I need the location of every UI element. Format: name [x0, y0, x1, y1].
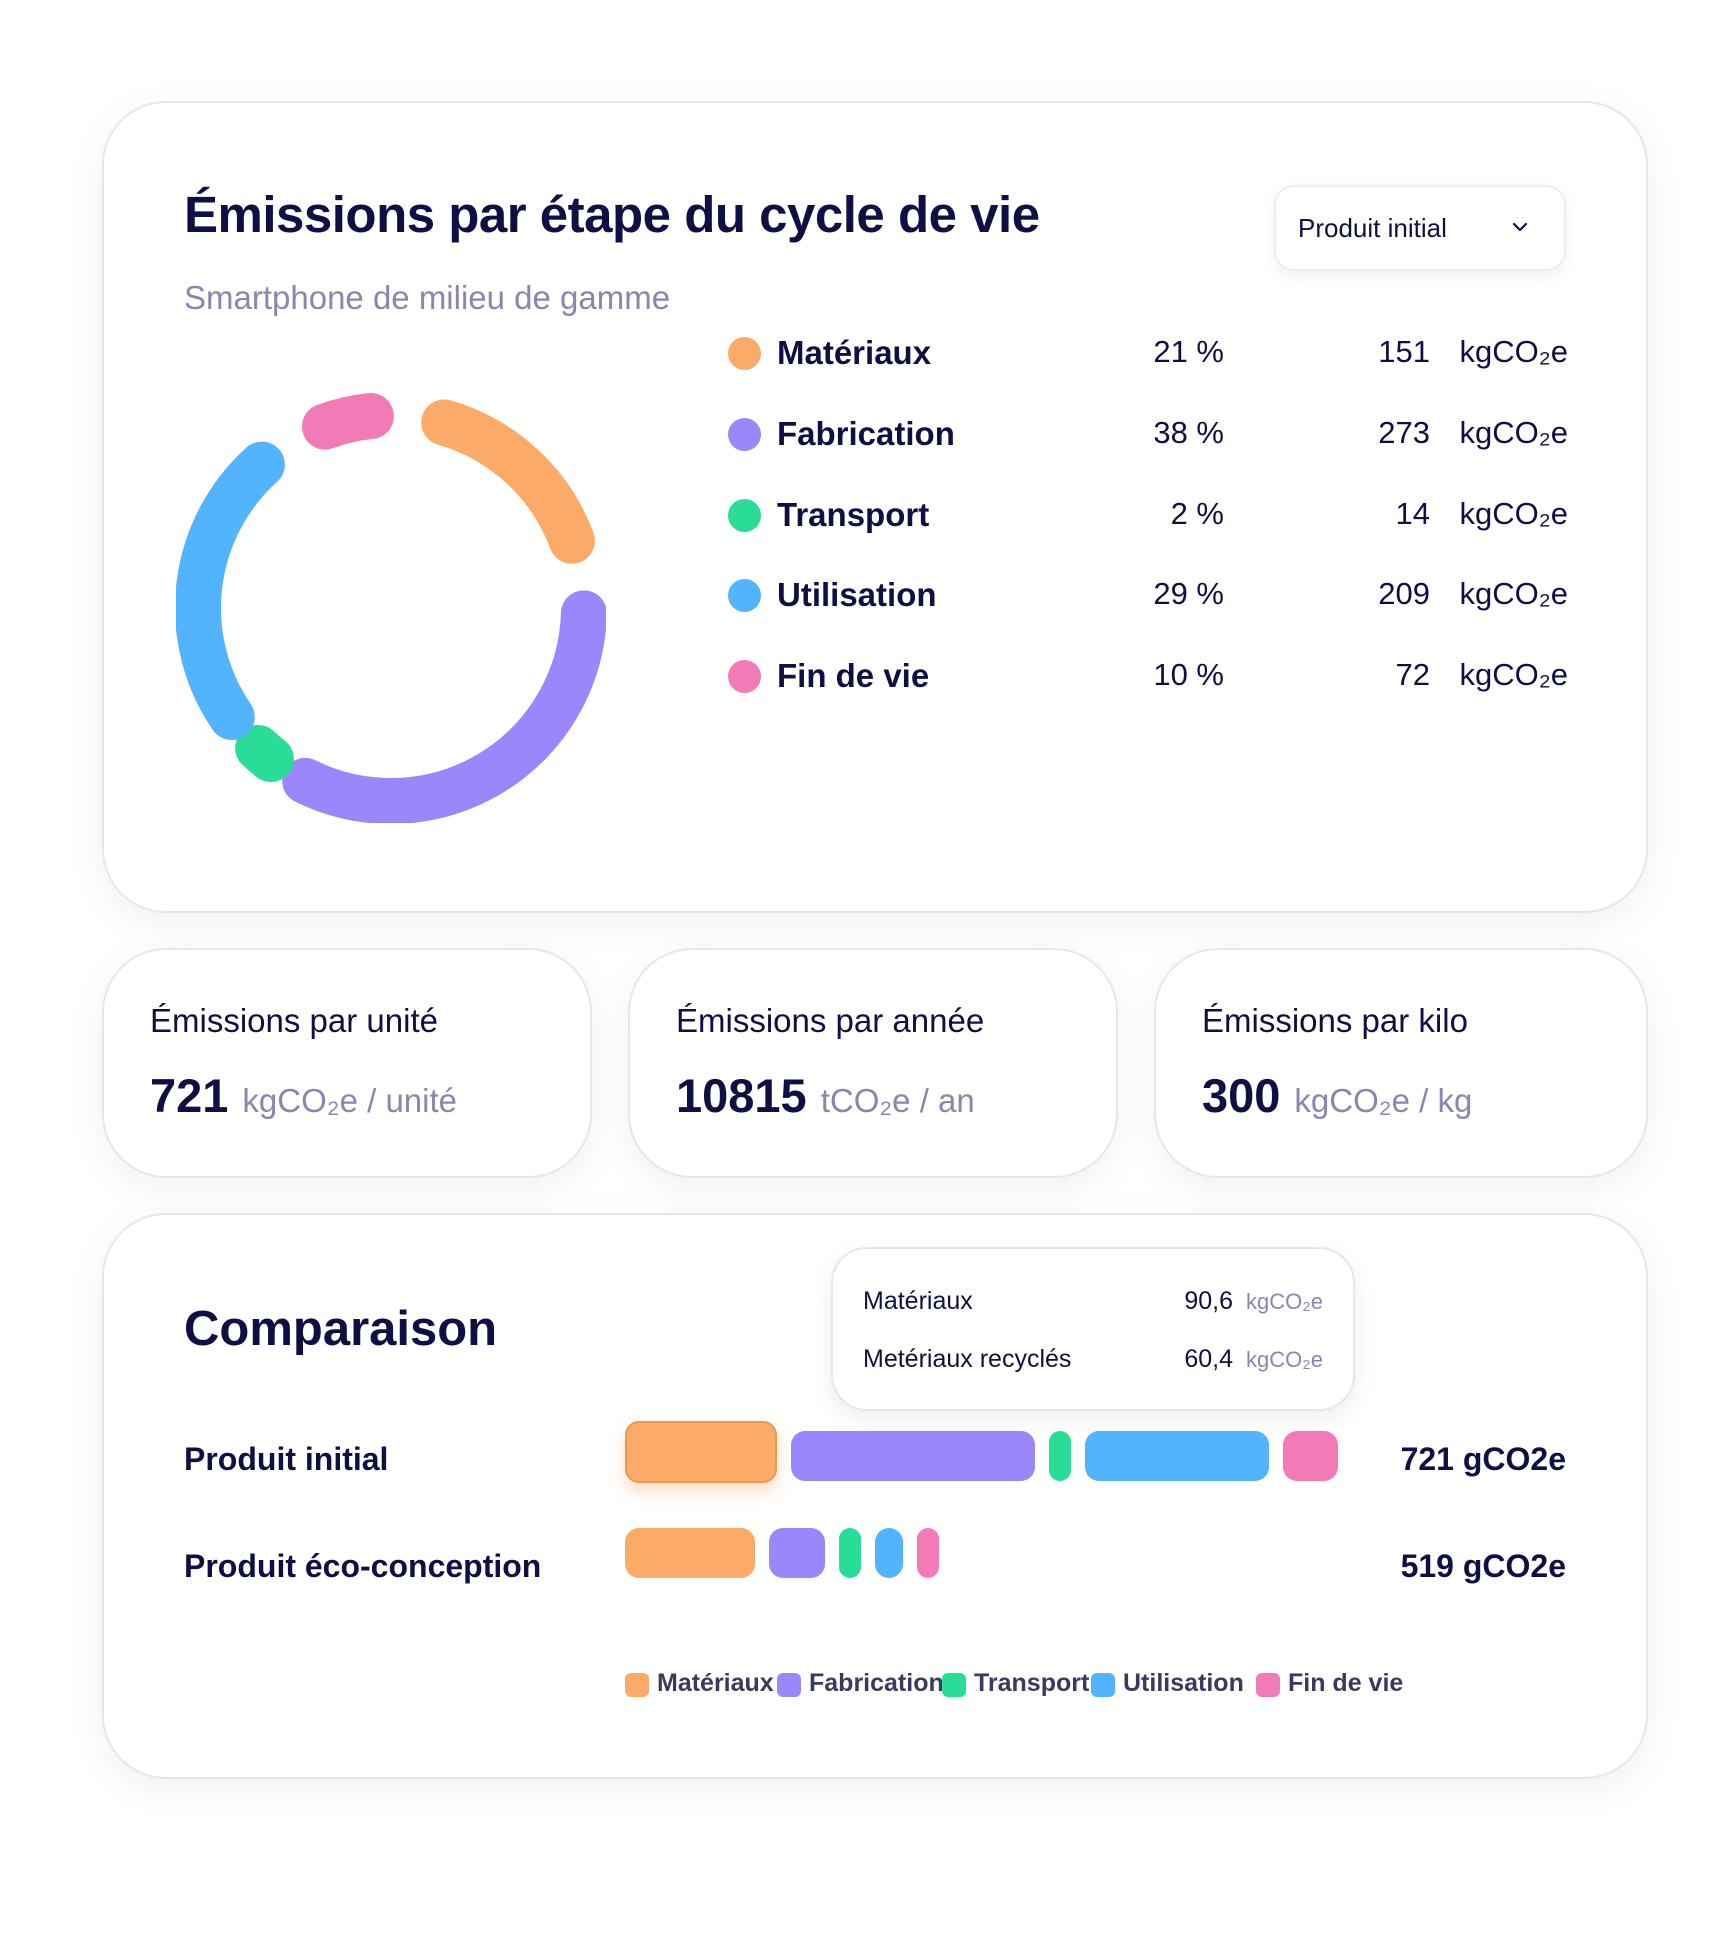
stat-unit-label: Émissions par unité: [150, 1002, 438, 1039]
stat-year-label: Émissions par année: [676, 1002, 985, 1039]
chevron-down-icon: [1512, 222, 1528, 232]
tooltip-label: Metériaux recyclés: [863, 1345, 1072, 1373]
legend-stage-value: 72: [1395, 657, 1430, 692]
product-dropdown-value: Produit initial: [1298, 212, 1447, 243]
legend-dot-3: [728, 579, 761, 612]
stat-kilo-value: 300 kgCO₂e / kg: [1202, 1068, 1472, 1123]
bar-segment-1-3[interactable]: [875, 1528, 903, 1578]
donut-segment-4[interactable]: [301, 393, 394, 450]
comparison-card: Comparaison Matériaux 90,6 kgCO₂e Metéri…: [102, 1213, 1648, 1779]
tooltip-value: 60,4: [1184, 1345, 1233, 1373]
stat-card-kilo: Émissions par kilo 300 kgCO₂e / kg: [1154, 948, 1648, 1178]
comparison-title: Comparaison: [184, 1302, 498, 1356]
legend-swatch-0: [625, 1673, 649, 1697]
donut-segment-2[interactable]: [235, 724, 294, 783]
legend-stage-value: 209: [1378, 576, 1430, 611]
stat-kilo-number: 300: [1202, 1069, 1281, 1122]
legend-stage-value: 14: [1395, 496, 1430, 531]
legend-stage-unit: kgCO₂e: [1459, 657, 1568, 692]
legend-dot-2: [728, 499, 761, 532]
bar-segment-0-3[interactable]: [1084, 1431, 1269, 1481]
legend-dot-1: [728, 418, 761, 451]
bar-segment-0-1[interactable]: [790, 1431, 1035, 1481]
comparison-legend-label: Matériaux: [657, 1669, 774, 1697]
lifecycle-card: Émissions par étape du cycle de vie Smar…: [102, 101, 1648, 913]
row-label-initial: Produit initial: [184, 1441, 389, 1477]
stat-year-number: 10815: [676, 1069, 807, 1122]
donut-segment-3[interactable]: [176, 441, 285, 741]
legend-stage-unit: kgCO₂e: [1459, 496, 1568, 531]
legend-stage-percent: 21 %: [1153, 334, 1224, 369]
legend-stage-unit: kgCO₂e: [1459, 576, 1568, 611]
tooltip-unit: kgCO₂e: [1245, 1347, 1323, 1372]
bar-segment-0-2[interactable]: [1048, 1431, 1071, 1481]
stat-unit-value: 721 kgCO₂e / unité: [150, 1068, 457, 1123]
stat-card-unit: Émissions par unité 721 kgCO₂e / unité: [102, 948, 592, 1178]
legend-stage-name: Fin de vie: [777, 657, 930, 694]
legend-row: Transport 2 % 14 kgCO₂e: [728, 496, 1568, 536]
legend-row: Matériaux 21 % 151 kgCO₂e: [728, 334, 1568, 374]
tooltip-row: Matériaux 90,6 kgCO₂e: [863, 1287, 1323, 1321]
stat-card-year: Émissions par année 10815 tCO₂e / an: [628, 948, 1118, 1178]
lifecycle-title: Émissions par étape du cycle de vie: [184, 186, 1040, 243]
tooltip-unit: kgCO₂e: [1245, 1289, 1323, 1314]
bar-segment-1-2[interactable]: [839, 1528, 862, 1578]
bar-segment-0-4[interactable]: [1282, 1431, 1339, 1481]
stat-year-unit: tCO₂e / an: [820, 1082, 975, 1119]
bar-segment-1-1[interactable]: [768, 1528, 826, 1578]
tooltip-label: Matériaux: [863, 1287, 973, 1315]
legend-stage-name: Matériaux: [777, 334, 932, 371]
bar-segment-1-0[interactable]: [625, 1528, 755, 1578]
legend-swatch-3: [1091, 1673, 1115, 1697]
comparison-legend-label: Utilisation: [1123, 1669, 1244, 1697]
bar-segment-1-4[interactable]: [916, 1528, 939, 1578]
stat-unit-unit: kgCO₂e / unité: [242, 1082, 458, 1119]
legend-stage-percent: 2 %: [1170, 496, 1224, 531]
row-total-eco: 519 gCO2e: [1400, 1548, 1566, 1584]
comparison-legend-label: Fabrication: [809, 1669, 944, 1697]
product-dropdown[interactable]: Produit initial: [1274, 185, 1566, 271]
legend-dot-4: [728, 660, 761, 693]
bar-tooltip: Matériaux 90,6 kgCO₂e Metériaux recyclés…: [831, 1247, 1355, 1411]
legend-row: Utilisation 29 % 209 kgCO₂e: [728, 576, 1568, 616]
legend-stage-name: Fabrication: [777, 415, 955, 452]
legend-stage-unit: kgCO₂e: [1459, 334, 1568, 369]
lifecycle-subtitle: Smartphone de milieu de gamme: [184, 279, 671, 316]
legend-stage-name: Utilisation: [777, 576, 937, 613]
legend-stage-percent: 29 %: [1153, 576, 1224, 611]
row-total-initial: 721 gCO2e: [1400, 1441, 1566, 1477]
legend-stage-value: 151: [1378, 334, 1430, 369]
comparison-legend-label: Transport: [974, 1669, 1090, 1697]
donut-segment-1[interactable]: [282, 590, 606, 823]
stat-year-value: 10815 tCO₂e / an: [676, 1068, 975, 1123]
donut-segment-0[interactable]: [421, 399, 595, 564]
legend-stage-percent: 10 %: [1153, 657, 1224, 692]
legend-swatch-2: [942, 1673, 966, 1697]
tooltip-value: 90,6: [1184, 1287, 1233, 1315]
stat-kilo-unit: kgCO₂e / kg: [1294, 1082, 1473, 1119]
tooltip-row: Metériaux recyclés 60,4 kgCO₂e: [863, 1345, 1323, 1379]
legend-stage-unit: kgCO₂e: [1459, 415, 1568, 450]
legend-row: Fin de vie 10 % 72 kgCO₂e: [728, 657, 1568, 697]
stat-unit-number: 721: [150, 1069, 229, 1122]
legend-swatch-4: [1256, 1673, 1280, 1697]
legend-row: Fabrication 38 % 273 kgCO₂e: [728, 415, 1568, 455]
comparison-legend-label: Fin de vie: [1288, 1669, 1404, 1697]
legend-swatch-1: [777, 1673, 801, 1697]
legend-stage-name: Transport: [777, 496, 930, 533]
legend-dot-0: [728, 337, 761, 370]
donut-chart: [176, 393, 606, 823]
legend-stage-percent: 38 %: [1153, 415, 1224, 450]
row-label-eco: Produit éco-conception: [184, 1548, 542, 1584]
legend-stage-value: 273: [1378, 415, 1430, 450]
stat-kilo-label: Émissions par kilo: [1202, 1002, 1468, 1039]
bar-segment-0-0[interactable]: [625, 1421, 777, 1483]
